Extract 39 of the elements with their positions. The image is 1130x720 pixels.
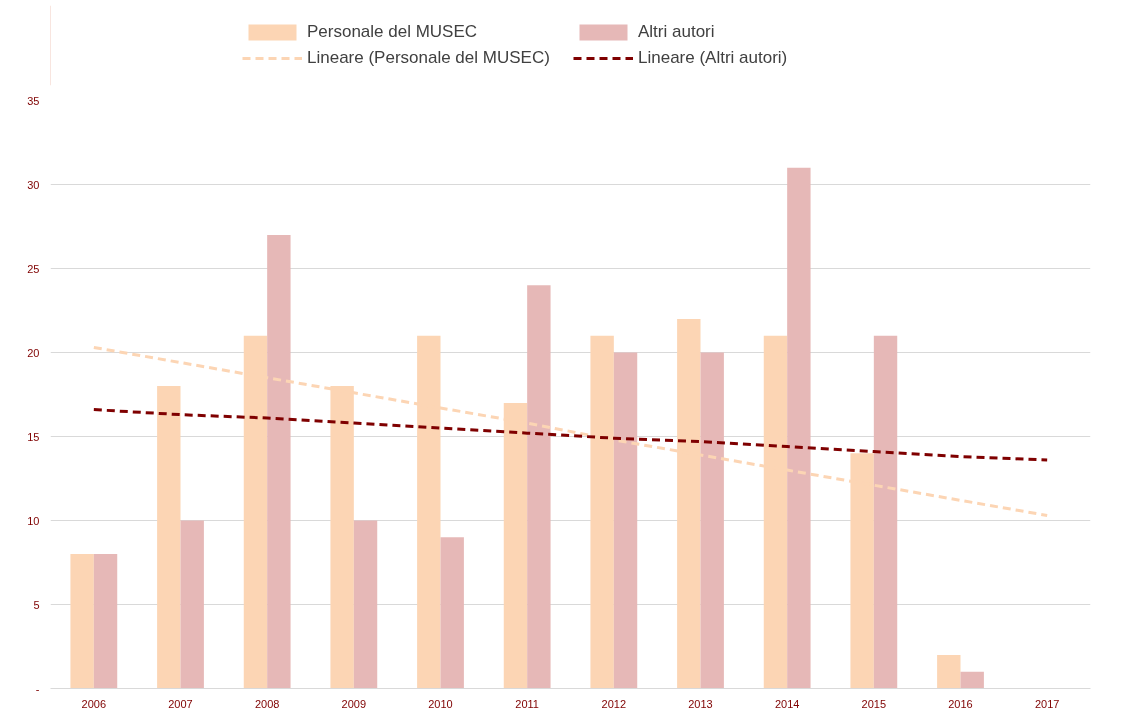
bar <box>960 671 984 689</box>
y-tick-label: 25 <box>27 262 40 275</box>
y-tick-label: 5 <box>33 598 40 611</box>
legend-label: Personale del MUSEC <box>307 22 479 42</box>
bar <box>70 554 94 689</box>
bar <box>157 386 181 689</box>
x-tick-label: 2007 <box>168 697 193 710</box>
bar <box>873 335 898 689</box>
bar <box>353 520 378 689</box>
bar <box>527 285 551 689</box>
x-tick-label: 2011 <box>515 697 539 710</box>
y-tick-label: 30 <box>27 178 40 191</box>
bar <box>267 234 291 689</box>
legend-label: Altri autori <box>638 22 716 42</box>
x-tick-label: 2012 <box>601 697 627 710</box>
bar <box>700 352 724 689</box>
y-tick-label: - <box>35 682 40 695</box>
legend-label: Lineare (Altri autori) <box>638 48 789 68</box>
y-tick-label: 35 <box>27 94 40 107</box>
bar <box>93 554 118 689</box>
x-tick-label: 2017 <box>1034 697 1060 710</box>
x-tick-label: 2014 <box>774 697 800 710</box>
x-tick-label: 2015 <box>861 697 887 710</box>
bar <box>937 654 961 689</box>
x-tick-label: 2008 <box>254 697 280 710</box>
x-tick-label: 2013 <box>688 697 713 710</box>
y-tick-label: 20 <box>27 346 40 359</box>
x-tick-label: 2009 <box>341 697 367 710</box>
legend-label: Lineare (Personale del MUSEC) <box>307 48 551 68</box>
line-series <box>92 408 1049 462</box>
y-tick-label: 10 <box>27 514 40 527</box>
bar <box>440 537 464 689</box>
x-tick-label: 2010 <box>428 697 453 710</box>
bar <box>613 352 638 689</box>
bar <box>180 520 204 689</box>
y-tick-label: 15 <box>27 430 40 443</box>
x-tick-label: 2016 <box>948 697 973 710</box>
bar <box>787 167 811 689</box>
x-tick-label: 2006 <box>81 697 107 710</box>
